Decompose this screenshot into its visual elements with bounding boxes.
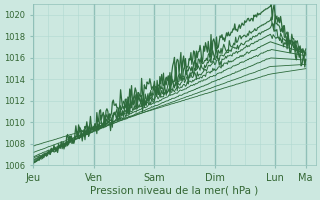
X-axis label: Pression niveau de la mer( hPa ): Pression niveau de la mer( hPa ): [90, 186, 259, 196]
